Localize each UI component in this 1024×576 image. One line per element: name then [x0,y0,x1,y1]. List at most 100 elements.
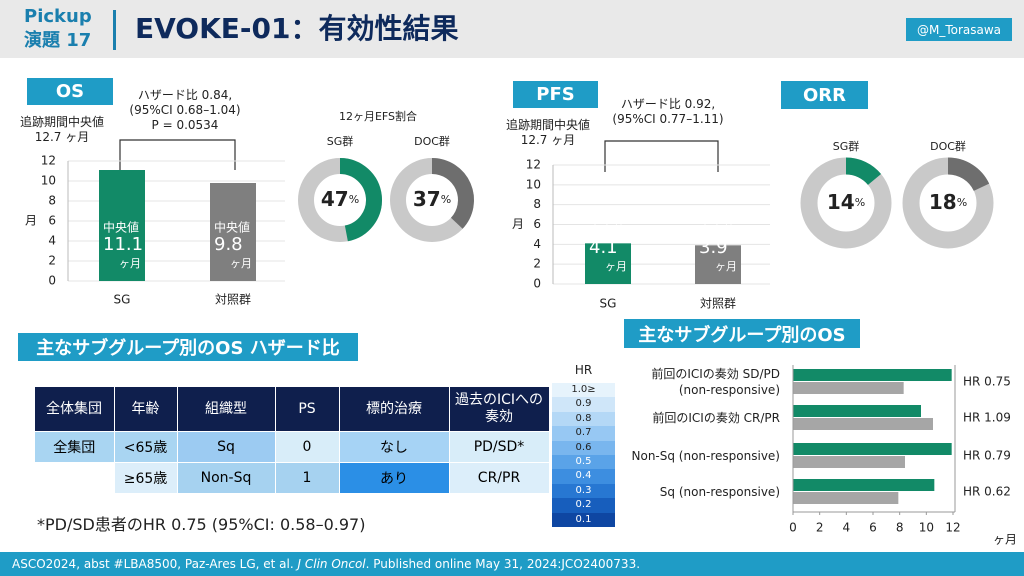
footer-text: . Published online May 31, 2024:JCO24007… [365,557,641,571]
follow-up-note: 追跡期間中央値 12.7 ヶ月 [19,115,104,144]
category-label: Non-Sq (non-responsive) [631,449,781,463]
section-label: ORR [781,81,868,109]
y-label: 月 [512,217,524,231]
tag: Pickup [24,6,92,27]
scale-step: 0.2 [552,498,615,513]
bar [585,243,631,284]
bracket [604,140,719,172]
x-label: ヶ月 [993,533,1017,547]
scale-step: 0.3 [552,483,615,499]
value-label: 4.1 [589,237,618,258]
value-unit: % [957,196,967,209]
x-tick-label: 対照群 [700,297,736,311]
y-label: 月 [25,214,37,228]
x-tick-label: 0 [789,521,797,535]
donut-title: 12ヶ月EFS割合 [339,109,417,123]
value-label: 37 [413,187,441,211]
bar [793,456,905,468]
table-cell: あり [338,462,450,494]
value-unit: ヶ月 [119,257,141,270]
hr-label: HR 0.75 [963,375,1011,389]
chart-title: 主なサブグループ別のOS [624,319,860,348]
hazard-note: ハザード比 0.92, (95%CI 0.77–1.11) [612,97,724,126]
header-cell: 標的治療 [339,387,450,432]
hr-label: HR 1.09 [963,411,1011,425]
bar [695,245,741,284]
bar [793,405,921,417]
session: 演題 17 [24,30,92,51]
hr-label: HR 0.62 [963,485,1011,499]
donut-arc [339,158,382,242]
table-cell: Sq [176,431,276,463]
donut-name: DOC群 [414,134,450,148]
table-cell: なし [338,431,450,463]
scale-step: 0.6 [552,440,615,455]
table-cell: Non-Sq [176,462,276,494]
bar-label: 中央値 [589,223,625,238]
value-unit: % [855,196,865,209]
donut-value: 14% [827,190,865,214]
bar [793,382,904,394]
donut-value: 37% [413,187,451,211]
category-label: 前回のICIの奏効 CR/PR [652,411,780,425]
donut-name: SG群 [327,134,354,148]
y-tick-label: 6 [48,214,56,228]
x-tick-label: 8 [896,521,904,535]
hazard-note: ハザード比 0.84, (95%CI 0.68–1.04) P = 0.0534 [129,88,241,132]
x-tick-label: SG [600,297,617,311]
value-unit: % [441,193,451,206]
value-label: 3.9 [699,237,728,258]
bar [793,443,952,455]
donut-name: SG群 [833,139,860,153]
scale-step: 1.0≥ [552,383,615,398]
header-row: 全体集団 年齢 組織型 PS 標的治療 過去のICIへの奏効 [34,387,550,432]
bar [793,479,935,491]
scale-step: 0.7 [552,426,615,441]
x-tick-label: SG [114,293,131,307]
subgroup-table: 全体集団 年齢 組織型 PS 標的治療 過去のICIへの奏効 全集団 <65歳 Sq 0 なし PD/… [34,387,550,494]
donut-arc [431,158,474,229]
y-tick-label: 12 [41,154,56,168]
section-label: OS [27,78,113,105]
value-label: 14 [827,190,855,214]
category-label: 前回のICIの奏効 SD/PD (non-responsive) [651,367,780,397]
bar [793,418,933,430]
scale-step: 0.9 [552,397,615,412]
y-tick-label: 2 [48,254,56,268]
bar [793,369,952,381]
value-label: 47 [321,187,349,211]
category-label: Sq (non-responsive) [659,485,780,499]
table-cell: ≥65歳 [113,462,178,494]
x-tick-label: 対照群 [215,293,251,307]
table-row: 全集団 <65歳 Sq 0 なし PD/SD* [34,431,550,463]
donut-value: 47% [321,187,359,211]
value-unit: ヶ月 [605,260,627,273]
bar-label: 中央値 [103,220,139,235]
table-row: ≥65歳 Non-Sq 1 あり CR/PR [34,462,550,494]
bar-label: 中央値 [699,223,735,238]
value-label: 11.1 [103,234,143,255]
section-label: PFS [513,81,598,108]
header-cell: 過去のICIへの奏効 [449,387,550,432]
scale-step: 0.8 [552,411,615,427]
value-unit: ヶ月 [715,260,737,273]
journal: J Clin Oncol [297,557,366,571]
donut-name: DOC群 [930,139,966,153]
donut-value: 18% [929,190,967,214]
follow-up-note: 追跡期間中央値 12.7 ヶ月 [505,118,590,147]
x-tick-label: 6 [869,521,877,535]
bar-label: 中央値 [214,220,250,235]
header-cell: 組織型 [177,387,276,432]
x-tick-label: 4 [843,521,851,535]
y-tick-label: 4 [533,237,541,251]
y-tick-label: 8 [533,197,541,211]
value-unit: ヶ月 [230,257,252,270]
table-title: 主なサブグループ別のOS ハザード比 [18,333,358,361]
table-cell [34,462,115,494]
footer: ASCO2024, abst #LBA8500, Paz-Ares LG, et… [0,552,1024,576]
y-tick-label: 2 [533,257,541,271]
footnote: *PD/SD患者のHR 0.75 (95%CI: 0.58–0.97) [37,515,366,534]
header-cell: 全体集団 [34,387,115,432]
x-tick-label: 10 [919,521,934,535]
